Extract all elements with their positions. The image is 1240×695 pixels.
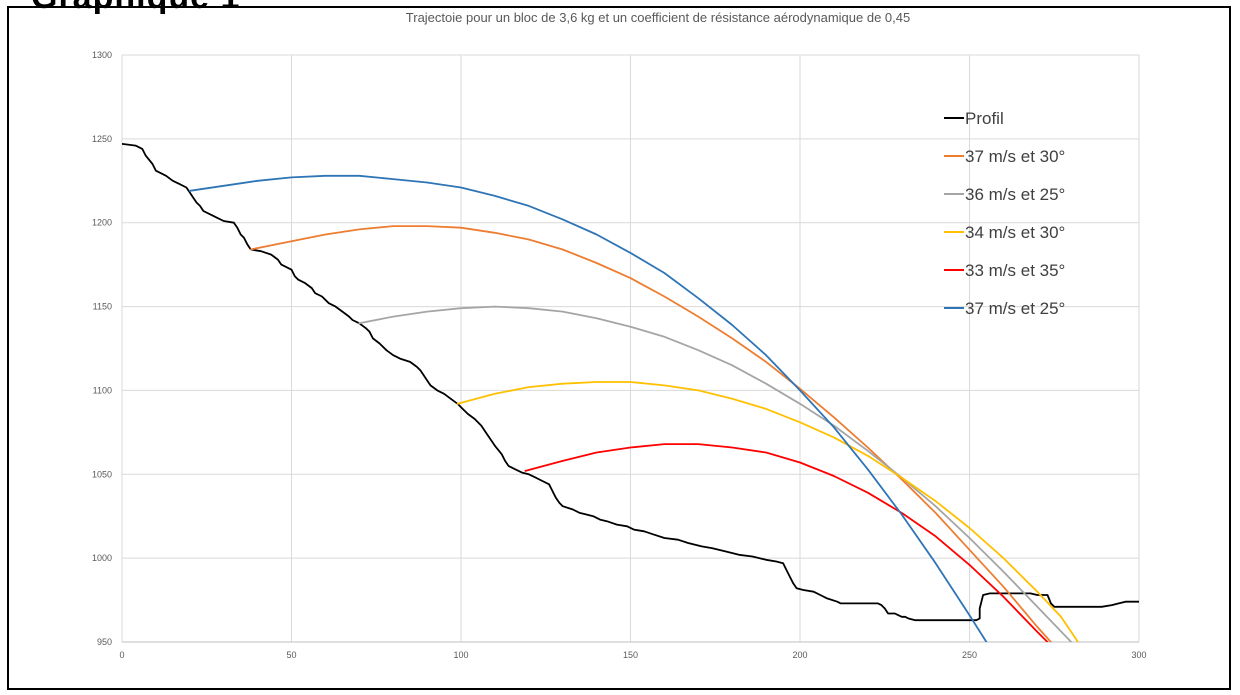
y-tick-label: 1250 (92, 134, 112, 144)
x-tick-label: 100 (453, 650, 468, 660)
legend-entry: 33 m/s et 35° (944, 261, 1065, 280)
legend: Profil 37 m/s et 30° 36 m/s et 25° 34 m/s e… (944, 109, 1065, 318)
x-tick-label: 250 (962, 650, 977, 660)
series-line-trajectory-1 (249, 225, 1052, 642)
series-line-trajectory-5 (188, 174, 988, 642)
axes: 950 1000 1050 1100 1150 1200 1250 1300 0 50 100 150… (92, 50, 1147, 660)
x-tick-label: 300 (1131, 650, 1146, 660)
legend-entry: Profil (944, 109, 1004, 128)
y-tick-label: 950 (97, 637, 112, 647)
cropped-heading-text: Graphique 1 (31, 0, 251, 14)
y-tick-label: 1300 (92, 50, 112, 60)
legend-label: 33 m/s et 35° (965, 261, 1065, 280)
chart-frame: Graphique 1 (7, 0, 1231, 690)
legend-label: 37 m/s et 25° (965, 299, 1065, 318)
chart-title: Trajectoie pour un bloc de 3,6 kg et un … (406, 10, 910, 25)
series-lines (122, 143, 1139, 642)
y-tick-label: 1050 (92, 469, 112, 479)
y-tick-label: 1200 (92, 218, 112, 228)
y-tick-label: 1000 (92, 553, 112, 563)
series-line-trajectory-2 (358, 305, 1073, 642)
legend-label: 37 m/s et 30° (965, 147, 1065, 166)
legend-entry: 37 m/s et 30° (944, 147, 1065, 166)
x-tick-label: 50 (286, 650, 296, 660)
grid (121, 54, 1140, 643)
series-line-trajectory-3 (456, 381, 1079, 642)
x-tick-label: 0 (119, 650, 124, 660)
y-tick-label: 1150 (93, 302, 112, 312)
legend-label: 36 m/s et 25° (965, 185, 1065, 204)
series-line-trajectory-4 (524, 443, 1049, 642)
legend-label: Profil (965, 109, 1004, 128)
legend-label: 34 m/s et 30° (965, 223, 1065, 242)
y-tick-label: 1100 (93, 385, 112, 395)
legend-entry: 34 m/s et 30° (944, 223, 1065, 242)
x-tick-label: 150 (623, 650, 638, 660)
legend-entry: 37 m/s et 25° (944, 299, 1065, 318)
legend-entry: 36 m/s et 25° (944, 185, 1065, 204)
cropped-heading: Graphique 1 (31, 0, 251, 14)
series-line-profil (122, 143, 1139, 622)
x-tick-label: 200 (792, 650, 807, 660)
